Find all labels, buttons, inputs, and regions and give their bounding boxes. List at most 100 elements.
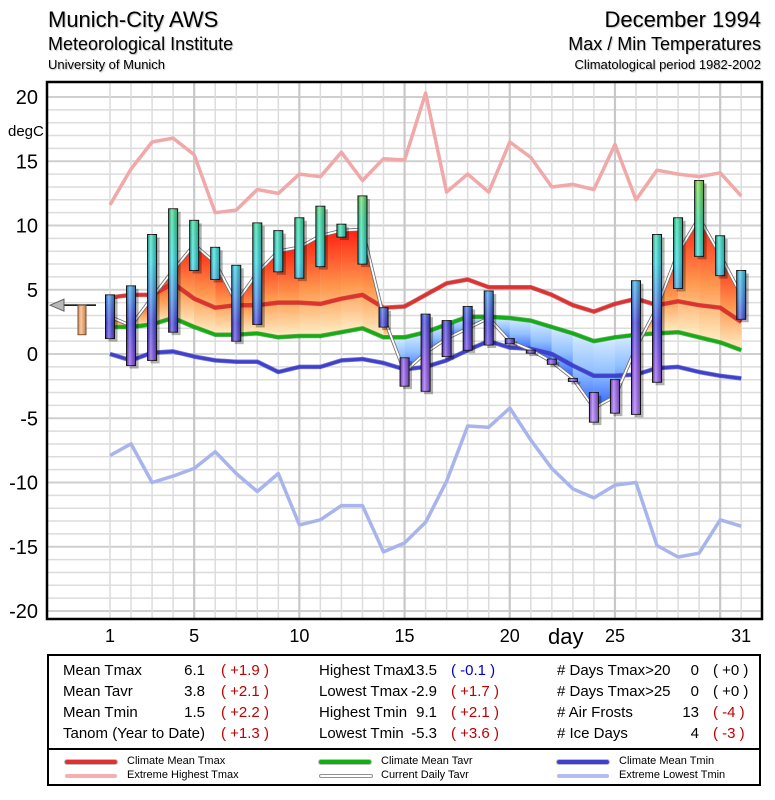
stat-label: # Days Tmax>20 [557,662,671,679]
legend-label: Climate Mean Tmin [619,755,715,767]
bar-highlight [168,208,178,333]
bar-highlight [463,306,473,351]
stat-value: 1.5 [184,704,205,721]
stat-value: 13 [682,704,699,721]
stat-label: Mean Tavr [63,683,133,700]
y-tick-label: 10 [16,216,38,238]
stat-value: 9.1 [416,704,437,721]
legend-label: Extreme Highest Tmax [127,769,239,781]
stat-anomaly: ( +0 ) [713,662,749,679]
extreme-lowest-tmin-line [109,406,742,559]
legend: Climate Mean Tmax Climate Mean Tavr Climat… [47,748,761,786]
bar-highlight [273,230,283,272]
stat-anomaly: ( +1.3 ) [221,725,269,742]
stat-anomaly: ( +2.1 ) [221,683,269,700]
cold-anomaly-fill [404,332,426,372]
stat-label: Lowest Tmax [319,683,408,700]
x-tick-label: 10 [289,626,309,646]
stat-anomaly: ( +1.9 ) [221,662,269,679]
bar-highlight [294,217,304,279]
legend-swatch [319,774,373,778]
station-title: Munich-City AWS [48,7,219,32]
bar-highlight [694,180,704,257]
x-tick-label: 5 [189,626,199,646]
bar-highlight [715,235,725,276]
stat-anomaly: ( -3 ) [713,725,745,742]
bar-highlight [357,195,367,265]
legend-swatch [319,760,371,764]
y-tick-label: -5 [20,408,38,430]
y-tick-label: 20 [16,87,38,109]
monthly-mean-bar [77,304,87,336]
bar-highlight [315,206,325,267]
bar-highlight [505,338,515,344]
bar-shadow [529,353,539,357]
y-tick-label: -15 [9,537,38,559]
stat-label: Lowest Tmin [319,725,404,742]
y-axis-label: degC [8,123,44,140]
extreme-highest-tmax-line [108,91,743,215]
bar-highlight [484,291,494,346]
stat-value: 0 [690,683,699,700]
bar-highlight [252,222,262,325]
stat-value: 4 [690,725,699,742]
bar-highlight [210,247,220,280]
bar-highlight [421,314,431,392]
bar-highlight [442,320,452,357]
stat-anomaly: ( -0.1 ) [451,662,496,679]
legend-label: Current Daily Tavr [381,769,469,781]
stat-label: Highest Tmin [319,704,408,721]
bar-highlight [400,357,410,387]
monthly-mean-marker [48,298,96,336]
stat-label: # Days Tmax>25 [557,683,671,700]
bar-highlight [673,217,683,289]
y-tick-label: 5 [27,280,38,302]
warm-anomaly-fill [257,251,279,338]
y-tick-label: 15 [16,151,38,173]
x-tick-label: 25 [605,626,625,646]
x-tick-label: 1 [105,626,115,646]
month-title: December 1994 [604,7,761,32]
stat-value: -2.9 [411,683,437,700]
cold-anomaly-fill [446,316,468,339]
stat-value: 0 [690,662,699,679]
stat-label: Mean Tmin [63,704,138,721]
stat-label: Highest Tmax [319,662,412,679]
daily-bars [105,180,749,426]
x-tick-label: 15 [395,626,415,646]
stat-label: # Air Frosts [557,704,633,721]
stat-anomaly: ( +2.2 ) [221,704,269,721]
university-title: University of Munich [48,57,166,72]
cold-anomaly-fill [593,337,615,408]
bar-highlight [147,234,157,361]
period-title: Climatological period 1982-2002 [574,57,761,72]
warm-anomaly-fill [194,244,216,335]
legend-swatch [557,774,609,778]
bar-highlight [589,392,599,423]
stat-anomaly: ( +3.6 ) [451,725,499,742]
legend-label: Climate Mean Tavr [381,755,473,767]
legend-swatch [65,760,117,764]
y-tick-label: 0 [27,344,38,366]
warm-anomaly-fill [657,252,679,334]
bar-highlight [631,280,641,415]
bar-shadow [571,381,581,385]
warm-anomaly-fill [720,255,742,351]
stat-anomaly: ( +1.7 ) [451,683,499,700]
bar-highlight [652,234,662,383]
x-tick-label: 20 [500,626,520,646]
stat-anomaly: ( +0 ) [713,683,749,700]
marker-arrow-icon [48,298,65,312]
stat-value: 3.8 [184,683,205,700]
stat-value: 13.5 [407,662,437,679]
chart-subtitle: Max / Min Temperatures [568,34,761,54]
warm-anomaly-fill [278,247,300,338]
y-tick-labels: 20 15 10 5 0 -5 -10 -15 -20 [9,87,38,623]
warm-anomaly-fill [299,235,321,336]
bar-highlight [568,378,578,382]
bar-highlight [231,265,241,342]
stat-anomaly: ( +2.1 ) [451,704,499,721]
bar-highlight [526,350,536,354]
stat-label: Mean Tmax [63,662,142,679]
